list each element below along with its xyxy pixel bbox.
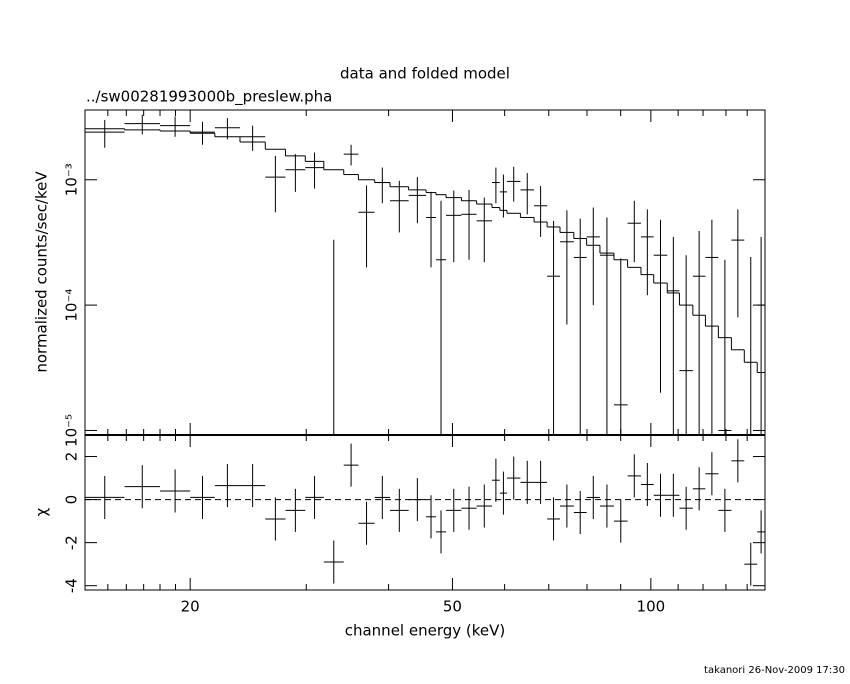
y-tick-label: -2 [63, 535, 81, 550]
y-tick-label: 2 [63, 452, 81, 462]
y-tick-label: 10⁻³ [63, 163, 81, 196]
y-tick-label: 10⁻⁵ [63, 414, 81, 447]
x-tick-label: 50 [443, 598, 462, 616]
footer: takanori 26-Nov-2009 17:30 [704, 665, 845, 676]
top-panel [85, 114, 765, 435]
chart-title: data and folded model [340, 65, 510, 83]
y-tick-label: -4 [63, 578, 81, 593]
x-tick-label: 100 [637, 598, 666, 616]
y-axis-label: χ [33, 507, 51, 516]
residual-panel [85, 439, 765, 586]
y-axis-label: normalized counts/sec/keV [33, 171, 51, 373]
y-tick-label: 0 [63, 495, 81, 505]
y-tick-label: 10⁻⁴ [63, 289, 81, 322]
x-tick-label: 20 [181, 598, 200, 616]
subtitle: ../sw00281993000b_preslew.pha [86, 88, 332, 107]
x-axis-label: channel energy (keV) [345, 622, 506, 640]
